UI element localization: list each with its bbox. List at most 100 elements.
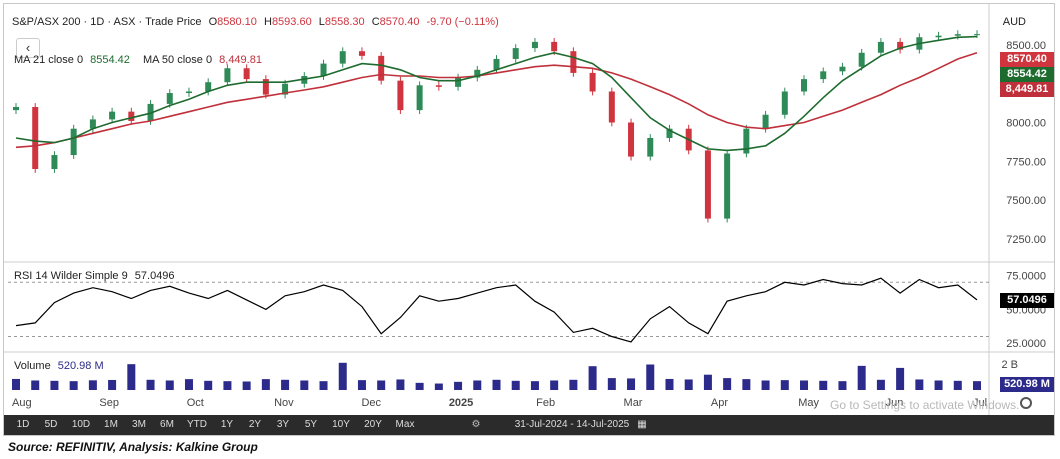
x-tick-label: Apr <box>711 397 728 409</box>
volume-bar <box>88 380 97 390</box>
candle-body <box>974 34 980 36</box>
volume-bar <box>165 380 174 390</box>
candle-body <box>743 128 750 154</box>
volume-bar <box>550 380 559 390</box>
volume-bar <box>184 379 193 390</box>
range-button-1d[interactable]: 1D <box>16 419 30 430</box>
chart-canvas: 7250.007500.007750.008000.008250.008500.… <box>4 4 1054 417</box>
volume-bar <box>665 378 674 390</box>
volume-bar <box>857 365 866 390</box>
range-button-3m[interactable]: 3M <box>132 419 146 430</box>
volume-bar <box>204 380 213 390</box>
volume-bar <box>242 381 251 390</box>
range-button-5d[interactable]: 5D <box>44 419 58 430</box>
chart-title-row: S&P/ASX 200 · 1D · ASX · Trade Price O85… <box>12 16 499 28</box>
price-tag-ma50: 8,449.81 <box>1000 82 1054 97</box>
x-tick-label: Oct <box>187 397 204 409</box>
gridlines <box>4 4 1054 417</box>
candle-body <box>628 122 635 157</box>
gear-icon[interactable] <box>1020 397 1032 409</box>
range-toolbar: 1D 5D 10D 1M 3M 6M YTD 1Y 2Y 3Y 5Y 10Y 20Y Max ⚙ 31-J… <box>4 415 1054 435</box>
volume-legend: Volume 520.98 M <box>14 360 104 372</box>
candle-body <box>51 155 58 169</box>
volume-bar <box>473 380 482 390</box>
volume-bar <box>300 380 309 390</box>
range-button-20y[interactable]: 20Y <box>364 419 382 430</box>
ma21-legend-value: 8554.42 <box>90 54 130 66</box>
price-tick-label: 7750.00 <box>1006 156 1046 168</box>
price-tick-label: 7500.00 <box>1006 195 1046 207</box>
axis-labels: 7250.007500.007750.008000.008250.008500.… <box>12 40 1046 409</box>
rsi-series <box>15 277 978 343</box>
ma50-series <box>15 52 978 149</box>
candle-body <box>666 128 673 138</box>
date-range[interactable]: 31-Jul-2024 - 14-Jul-2025 <box>514 419 630 430</box>
volume-bar <box>915 379 924 390</box>
range-button-3y[interactable]: 3Y <box>276 419 290 430</box>
range-button-2y[interactable]: 2Y <box>248 419 262 430</box>
range-button-1m[interactable]: 1M <box>104 419 118 430</box>
candle-body <box>781 91 788 115</box>
volume-axis-label: 2 B <box>1001 359 1018 371</box>
range-button-ytd[interactable]: YTD <box>187 419 207 430</box>
ma21-line <box>15 35 978 152</box>
volume-bar <box>588 366 597 390</box>
volume-bar <box>454 381 463 390</box>
x-tick-label: Feb <box>536 397 555 409</box>
candle-body <box>32 107 39 169</box>
rsi-legend: RSI 14 Wilder Simple 9 57.0496 <box>14 270 175 282</box>
candle-body <box>589 72 596 92</box>
volume-bar <box>569 379 578 390</box>
candle-body <box>474 69 481 78</box>
volume-bar <box>31 380 40 390</box>
candle-body <box>397 80 404 111</box>
volume-bar <box>261 379 270 390</box>
range-button-6m[interactable]: 6M <box>160 419 174 430</box>
volume-bar <box>876 379 885 390</box>
volume-bar <box>934 380 943 390</box>
volume-bar <box>973 381 981 390</box>
range-button-5y[interactable]: 5Y <box>304 419 318 430</box>
price-tick-label: 7250.00 <box>1006 234 1046 246</box>
currency-label[interactable]: AUD <box>1002 16 1026 28</box>
candle-body <box>128 111 135 121</box>
range-button-max[interactable]: Max <box>395 419 415 430</box>
chevron-left-icon[interactable]: ‹ <box>16 38 40 58</box>
x-tick-label: Jul <box>973 397 987 409</box>
ma50-line <box>15 52 978 149</box>
candle-body <box>166 93 173 104</box>
candle-body <box>185 91 192 94</box>
volume-bar <box>396 379 405 390</box>
candle-body <box>282 83 289 95</box>
windows-watermark: Go to Settings to activate Windows. <box>830 398 1020 412</box>
candle-body <box>455 77 462 87</box>
x-tick-label: Dec <box>361 397 381 409</box>
rsi-line <box>15 277 978 343</box>
x-tick-label: 2025 <box>449 397 473 409</box>
candle-body <box>762 114 769 129</box>
x-tick-label: Aug <box>12 397 32 409</box>
candle-body <box>70 128 77 156</box>
volume-bar <box>896 367 905 390</box>
range-button-10d[interactable]: 10D <box>71 419 91 430</box>
volume-bar <box>819 380 828 390</box>
volume-bar <box>761 380 770 390</box>
candle-body <box>493 58 500 70</box>
volume-bar <box>108 379 117 390</box>
candle-body <box>224 68 231 83</box>
calendar-icon[interactable]: ▦ <box>637 419 647 430</box>
candle-body <box>89 119 96 129</box>
candle-body <box>935 35 942 38</box>
high-value: 8593.60 <box>271 16 312 28</box>
x-tick-label: Mar <box>624 397 643 409</box>
source-caption: Source: REFINITIV, Analysis: Kalkine Gro… <box>8 440 258 454</box>
candle-body <box>531 41 538 49</box>
range-button-1y[interactable]: 1Y <box>220 419 234 430</box>
volume-bar <box>357 380 366 390</box>
volume-bar <box>415 382 424 390</box>
volume-bar <box>607 378 616 390</box>
volume-bar <box>146 379 155 390</box>
candle-body <box>647 138 654 157</box>
range-button-10y[interactable]: 10Y <box>332 419 350 430</box>
range-settings-icon[interactable]: ⚙ <box>471 419 481 430</box>
